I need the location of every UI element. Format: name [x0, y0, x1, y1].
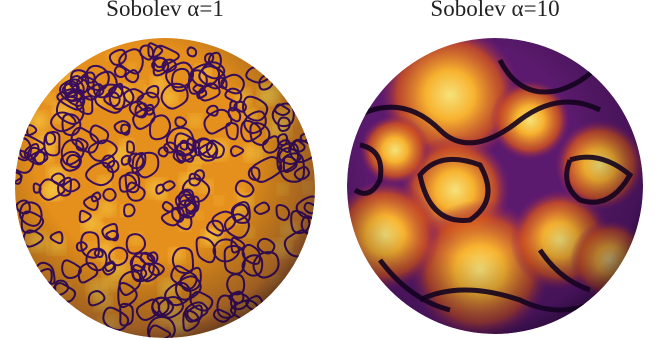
sphere-alpha-1	[15, 38, 315, 338]
sphere-shading	[347, 38, 643, 334]
panel-title: Sobolev α=10	[430, 0, 559, 21]
sphere-shading	[15, 38, 315, 338]
panel-title: Sobolev α=1	[106, 0, 224, 21]
sphere-alpha-10	[347, 38, 643, 334]
